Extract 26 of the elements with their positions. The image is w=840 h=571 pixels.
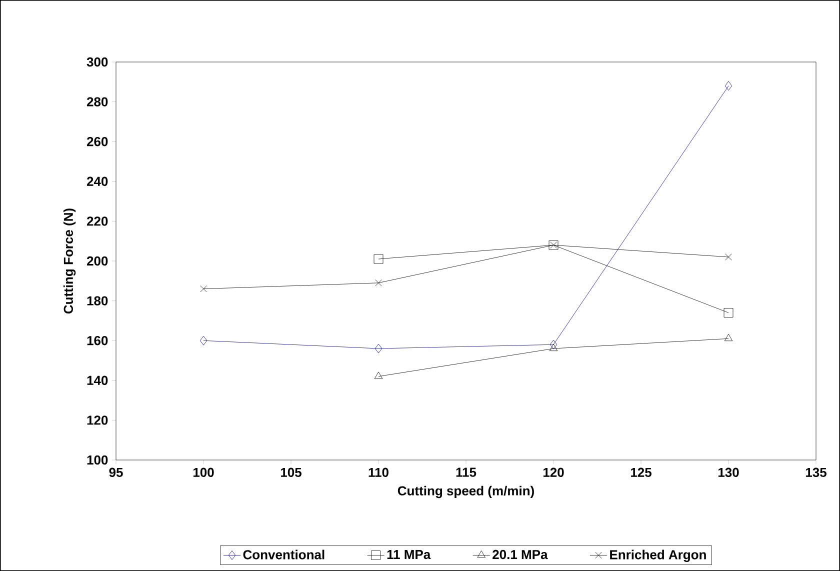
y-tick-label: 220: [86, 216, 108, 226]
x-tick-label: 110: [368, 468, 388, 478]
x-tick-label: 95: [109, 468, 123, 478]
x-tick-label: 100: [193, 468, 214, 478]
y-tick-label: 280: [86, 97, 108, 106]
x-axis-title: Cutting speed (m/min): [398, 486, 534, 498]
y-tick-label: 140: [87, 376, 108, 385]
y-tick-label: 100: [87, 455, 108, 465]
legend-label: Enriched Argon: [610, 550, 706, 562]
y-axis-title: Cutting Force (N): [63, 208, 76, 314]
y-tick-label: 160: [87, 336, 108, 346]
x-tick-label: 115: [456, 468, 476, 477]
legend-label: 11 MPa: [387, 550, 431, 560]
x-tick-label: 135: [806, 468, 826, 478]
y-tick-label: 300: [86, 57, 108, 67]
x-tick-label: 120: [543, 468, 564, 478]
x-tick-label: 105: [280, 468, 302, 478]
y-tick-label: 180: [87, 296, 108, 306]
y-tick-label: 120: [87, 416, 108, 425]
y-tick-label: 240: [86, 176, 108, 186]
y-tick-label: 200: [86, 256, 108, 266]
y-tick-label: 260: [86, 136, 108, 146]
legend-label: Conventional: [243, 550, 324, 560]
legend-label: 20.1 MPa: [492, 550, 548, 560]
x-tick-label: 125: [630, 468, 652, 478]
x-tick-label: 130: [718, 468, 739, 478]
